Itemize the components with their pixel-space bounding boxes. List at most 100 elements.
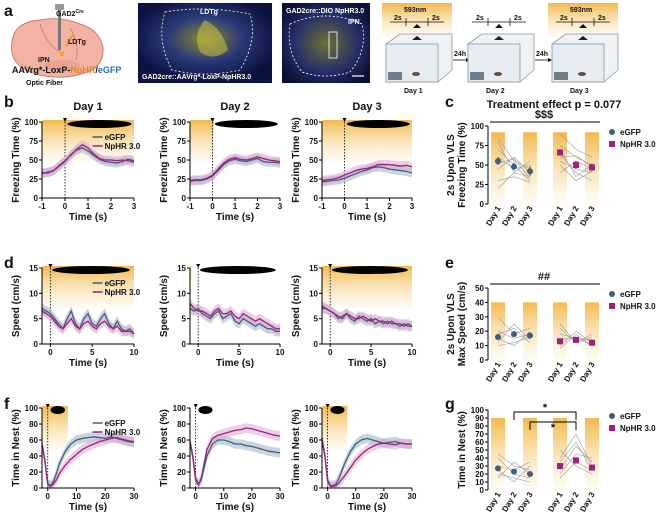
series-line-nphr (189, 427, 281, 487)
protocol-arrowhead (548, 58, 552, 62)
y-axis-label: Freezing Time (%) (11, 117, 22, 202)
series-line-nphr (42, 144, 135, 174)
y-tick-label: 20 (29, 468, 38, 477)
x-tick-label: 20 (101, 492, 110, 501)
y-tick-label: 25 (177, 175, 186, 184)
x-tick-label: -1 (186, 202, 194, 211)
individual-trace (559, 433, 593, 467)
legend-label-nphr: NpHR 3.0 (620, 424, 656, 433)
y-tick-label: 20 (309, 468, 318, 477)
brain-schematic (11, 4, 104, 78)
x-tick-label: 0 (48, 348, 53, 357)
y-axis-label: Time in Nest (%) (291, 409, 302, 487)
y-axis-label: 2s Upon VLS (446, 134, 457, 196)
y-tick-label: 100 (471, 122, 485, 131)
y-tick-label: 75 (29, 137, 38, 146)
y-tick-label: 100 (305, 118, 319, 127)
individual-trace (497, 465, 531, 483)
mean-marker-nphr (557, 463, 563, 469)
y-tick-label: 40 (475, 298, 484, 307)
y-tick-label: 40 (309, 452, 318, 461)
panel-label-g: g (445, 396, 455, 413)
y-tick-label: 50 (177, 156, 186, 165)
y-tick-label: 40 (29, 452, 38, 461)
onset-marker (342, 118, 347, 122)
y-tick-label: 10 (475, 478, 484, 487)
y-tick-label: 0 (314, 194, 319, 203)
legend-label: eGFP (105, 419, 127, 428)
individual-trace (559, 449, 593, 475)
series-line-nphr (189, 156, 281, 182)
y-axis-label: Time in Nest (%) (11, 409, 22, 487)
x-tick-label: 10 (72, 492, 81, 501)
significance-star-outer: * (543, 402, 548, 414)
individual-trace (497, 336, 531, 346)
camera-icon (578, 36, 588, 40)
vls-stimulus-bar (330, 406, 345, 414)
y-tick-label: 0 (480, 356, 485, 365)
y-tick-label: 5 (182, 315, 187, 324)
significance-bracket-inner (529, 421, 577, 430)
y-axis-label: Time in Nest (%) (159, 409, 170, 487)
optic-fiber-label: Optic Fiber (26, 80, 63, 87)
panel-label-e: e (445, 255, 454, 272)
y-tick-label: 90 (475, 414, 484, 423)
vls-stimulus-bar (50, 406, 65, 414)
individual-trace (497, 473, 531, 483)
vls-stimulus-bar (346, 120, 410, 128)
x-tick-label: 2 (255, 202, 260, 211)
individual-trace (559, 155, 593, 167)
x-tick-label: 30 (276, 492, 285, 501)
mouse-icon (578, 72, 586, 76)
series-line-egfp (41, 307, 135, 335)
y-tick-label: 30 (475, 462, 484, 471)
legend-swatch-nphr (609, 141, 615, 147)
y-tick-label: 25 (309, 175, 318, 184)
chart-title: Day 2 (220, 101, 249, 113)
x-tick-label: 0 (328, 348, 333, 357)
x-tick-label: 10 (276, 348, 285, 357)
protocol-light-bar (382, 3, 452, 37)
y-tick-label: 50 (475, 446, 484, 455)
panel-label-a: a (4, 3, 13, 20)
y-tick-label: 40 (177, 452, 186, 461)
mean-marker-egfp (511, 163, 517, 170)
x-tick-label: 0 (63, 202, 68, 211)
significance-annotation: ## (538, 271, 550, 283)
protocol-day-label: Day 2 (486, 88, 505, 95)
x-tick-label: 3 (132, 202, 137, 211)
individual-trace (497, 156, 531, 174)
y-tick-label: 20 (177, 468, 186, 477)
micrograph-ipn (282, 3, 370, 83)
individual-trace (497, 158, 531, 179)
y-tick-label: 100 (305, 404, 319, 413)
y-tick-label: 15 (177, 264, 186, 273)
category-label: Day 3 (578, 204, 597, 227)
legend-label: eGFP (105, 279, 127, 288)
legend-label: NpHR 3.0 (105, 428, 141, 437)
legend-label-egfp: eGFP (620, 290, 642, 299)
onset-marker (45, 404, 50, 408)
mean-marker-egfp (527, 168, 533, 175)
series-line-egfp (189, 157, 281, 182)
mean-marker-nphr (589, 339, 595, 346)
micrograph1-caption: GAD2cre::AAVrg*-LoxP-NpHR3.0 (142, 74, 251, 81)
vls-speaker-icon (495, 24, 503, 28)
y-axis-label: Speed (cm/s) (291, 275, 302, 337)
optic-fiber-ferrule (55, 4, 64, 10)
y-tick-label: 0 (314, 340, 319, 349)
chart-f2: 0 20 40 60 80 100 0 10 20 30 Time (s) Time in Nest … (159, 404, 285, 513)
x-tick-label: 1 (365, 202, 370, 211)
y-tick-label: 25 (29, 175, 38, 184)
significance-bracket-outer (513, 411, 577, 420)
mean-marker-egfp (527, 471, 533, 477)
individual-trace (497, 176, 531, 183)
legend-label-nphr: NpHR 3.0 (620, 302, 656, 311)
x-tick-label: -1 (318, 202, 326, 211)
x-tick-label: -1 (38, 202, 46, 211)
mean-marker-egfp (495, 333, 501, 340)
x-tick-label: 0 (46, 492, 51, 501)
y-tick-label: 10 (309, 289, 318, 298)
